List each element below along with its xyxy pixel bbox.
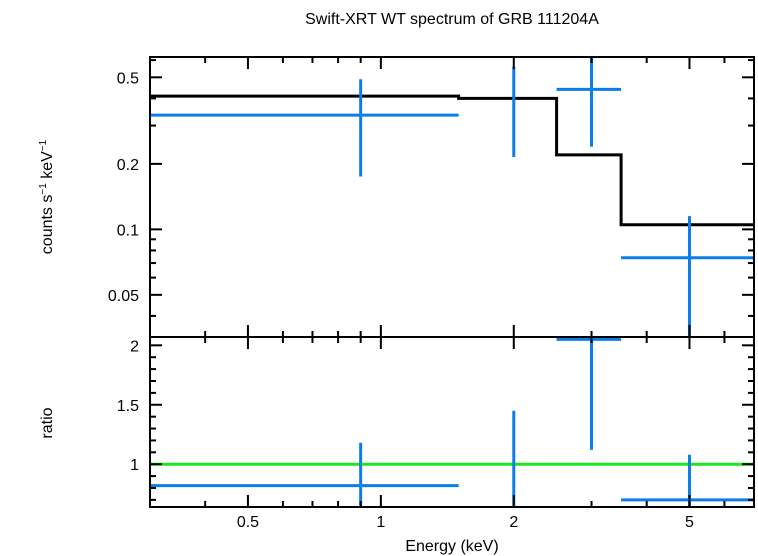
spectrum-y-axis-label: counts s−1 keV−1 bbox=[38, 139, 56, 254]
spectrum-panel-marks bbox=[150, 57, 754, 337]
x-axis-label: Energy (keV) bbox=[405, 538, 498, 555]
ylabel-part-1: counts s bbox=[39, 195, 56, 255]
model-step-line bbox=[150, 94, 754, 227]
xtick-label: 2 bbox=[509, 514, 518, 531]
xtick-label: 1 bbox=[376, 514, 385, 531]
xtick-label: 5 bbox=[685, 514, 694, 531]
ratio-ytick-label: 2 bbox=[130, 338, 139, 355]
ratio-data-point-3 bbox=[556, 337, 622, 450]
tick-labels: 0.05 0.1 0.2 0.5 1 1.5 2 0.5 1 2 5 bbox=[108, 70, 694, 531]
ylabel-part-3: keV bbox=[39, 151, 56, 183]
spectrum-data-point-1 bbox=[150, 79, 459, 177]
spectrum-data-point-4 bbox=[621, 216, 754, 337]
spectrum-panel-frame bbox=[149, 56, 755, 338]
ratio-y-axis-label: ratio bbox=[39, 407, 56, 438]
ratio-ytick-label: 1 bbox=[130, 457, 139, 474]
ratio-panel-marks bbox=[150, 337, 754, 507]
ratio-data-point-4 bbox=[621, 454, 754, 507]
spectrum-data-point-3 bbox=[556, 57, 622, 147]
spectrum-ytick-label: 0.2 bbox=[117, 157, 139, 174]
ylabel-part-4: −1 bbox=[38, 139, 49, 151]
spectrum-ytick-label: 0.5 bbox=[117, 70, 139, 87]
ratio-data-point-1 bbox=[150, 442, 459, 507]
ylabel-part-2: −1 bbox=[38, 183, 49, 195]
axis-ticks bbox=[149, 57, 755, 507]
spectrum-ytick-label: 0.05 bbox=[108, 288, 139, 305]
chart-title: Swift-XRT WT spectrum of GRB 111204A bbox=[305, 11, 599, 28]
xtick-label: 0.5 bbox=[237, 514, 259, 531]
ratio-ytick-label: 1.5 bbox=[117, 398, 139, 415]
ratio-panel-frame bbox=[149, 336, 755, 508]
spectrum-ytick-label: 0.1 bbox=[117, 222, 139, 239]
